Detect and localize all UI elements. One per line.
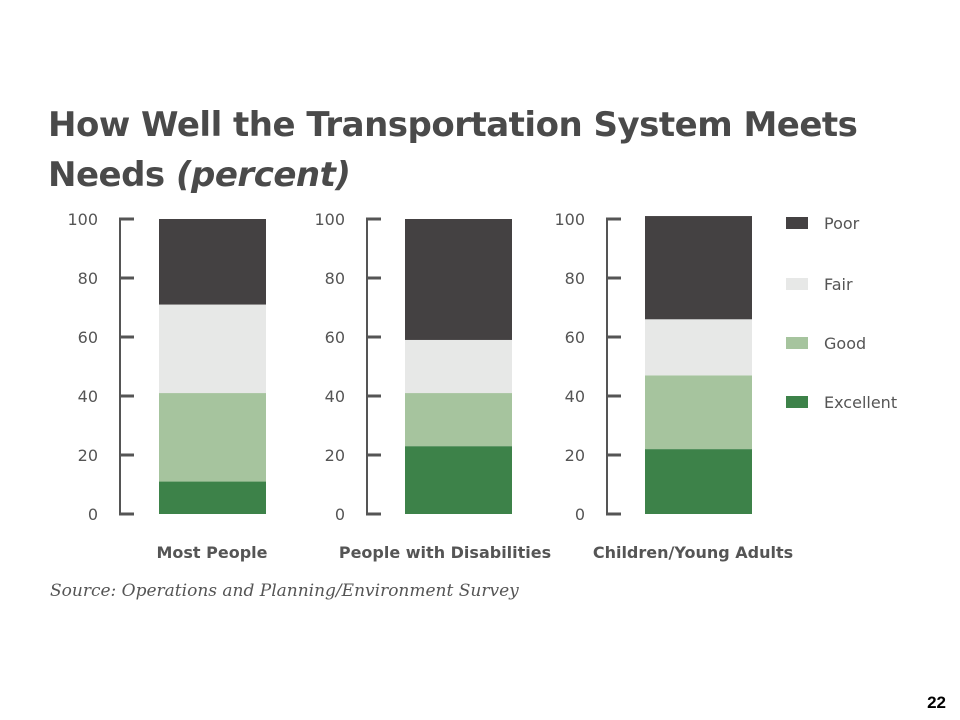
y-tick-label: 80 [565,269,585,288]
category-label: People with Disabilities [339,543,551,562]
legend-swatch-excellent [786,396,808,408]
y-tick-label: 60 [78,328,98,347]
y-tick-label: 20 [78,446,98,465]
chart-title-main: How Well the Transportation System Meets… [48,105,858,195]
legend-swatch-fair [786,278,808,290]
bar-segment-excellent [405,446,512,514]
chart-title: How Well the Transportation System Meets… [48,100,908,200]
bar-segment-fair [159,304,266,394]
legend-swatch-good [786,337,808,349]
bar-segment-poor [645,216,752,320]
y-tick-label: 20 [325,446,345,465]
bar-segment-excellent [645,449,752,514]
y-tick-label: 80 [325,269,345,288]
y-tick-label: 20 [565,446,585,465]
y-tick-label: 40 [325,387,345,406]
page-number: 22 [927,693,946,712]
bar-segment-fair [405,339,512,394]
category-label: Most People [156,543,267,562]
legend-label: Excellent [824,393,897,412]
y-tick-label: 0 [88,505,98,524]
legend-label: Good [824,334,866,353]
bar-segment-excellent [159,481,266,514]
y-tick-label: 0 [335,505,345,524]
y-tick-label: 0 [575,505,585,524]
y-tick-label: 40 [565,387,585,406]
legend-swatch-poor [786,217,808,229]
y-tick-label: 60 [325,328,345,347]
y-tick-label: 40 [78,387,98,406]
y-tick-label: 100 [314,210,345,229]
legend-label: Fair [824,275,853,294]
bar-segment-poor [405,219,512,340]
y-tick-label: 80 [78,269,98,288]
bar-segment-good [405,393,512,447]
bar-segment-poor [159,219,266,305]
legend-label: Poor [824,214,860,233]
y-tick-label: 100 [554,210,585,229]
category-label: Children/Young Adults [593,543,793,562]
y-tick-label: 100 [67,210,98,229]
bar-segment-good [645,375,752,450]
bar-segment-fair [645,319,752,376]
bar-segment-good [159,393,266,482]
chart-title-unit: (percent) [176,155,351,195]
source-note: Source: Operations and Planning/Environm… [50,581,519,601]
y-tick-label: 60 [565,328,585,347]
